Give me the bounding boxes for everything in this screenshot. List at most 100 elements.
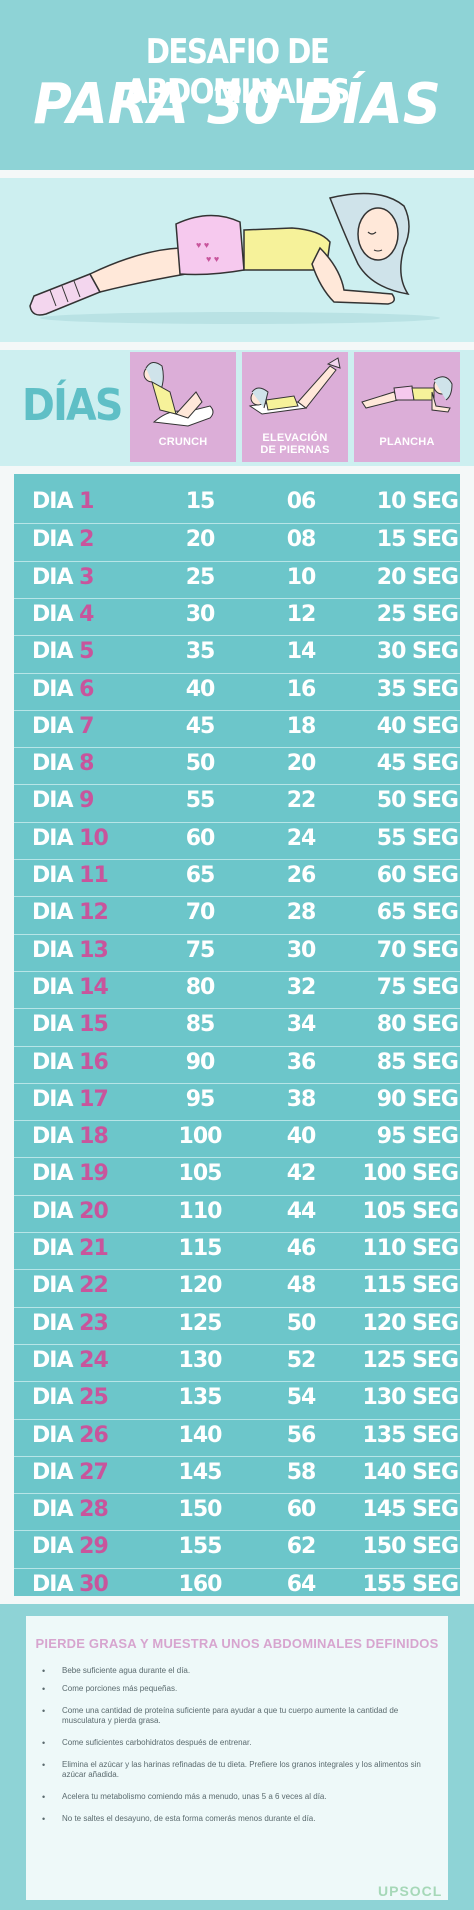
tips-card: PIERDE GRASA Y MUESTRA UNOS ABDOMINALES … <box>26 1616 448 1900</box>
brand-logo: UPSOCL <box>378 1883 443 1899</box>
day-prefix: DIA <box>32 601 73 627</box>
plank-duration: 75 SEG <box>376 974 459 1000</box>
crunch-count: 70 <box>185 900 216 926</box>
plank-duration: 120 SEG <box>362 1310 459 1336</box>
plank-duration: 55 SEG <box>376 825 459 851</box>
day-prefix: DIA <box>32 1273 73 1299</box>
plank-duration: 35 SEG <box>376 676 459 702</box>
title-banner: DESAFIO DE ABDOMINALES PARA 30 DÍAS <box>0 0 474 170</box>
leg-raise-count: 48 <box>286 1273 317 1299</box>
day-number: 27 <box>79 1459 109 1485</box>
crunch-count: 30 <box>185 601 216 627</box>
crunch-count: 155 <box>178 1534 223 1560</box>
table-row: DIA 17 95 38 90 SEG <box>14 1082 460 1115</box>
plank-duration: 50 SEG <box>376 788 459 814</box>
leg-raise-count: 58 <box>286 1459 317 1485</box>
day-prefix: DIA <box>32 1385 73 1411</box>
day-cell: DIA 29 <box>32 1534 109 1560</box>
leg-raise-count: 60 <box>286 1497 317 1523</box>
plank-duration: 130 SEG <box>362 1385 459 1411</box>
day-prefix: DIA <box>32 1198 73 1224</box>
leg-raise-count: 16 <box>286 676 317 702</box>
table-row: DIA 16 90 36 85 SEG <box>14 1045 460 1078</box>
crunch-count: 90 <box>185 1049 216 1075</box>
plank-duration: 80 SEG <box>376 1012 459 1038</box>
plank-duration: 85 SEG <box>376 1049 459 1075</box>
leg-raise-header: ELEVACIÓN DE PIERNAS <box>242 352 348 462</box>
tip-item: Come porciones más pequeñas. <box>62 1684 178 1693</box>
day-cell: DIA 13 <box>32 938 109 964</box>
day-number: 5 <box>79 639 94 665</box>
crunch-count: 95 <box>185 1086 216 1112</box>
table-row: DIA 11 65 26 60 SEG <box>14 859 460 891</box>
table-row: DIA 15 85 34 80 SEG <box>14 1008 460 1040</box>
leg-raise-count: 62 <box>286 1534 317 1560</box>
day-prefix: DIA <box>32 751 73 777</box>
tip-bullet: • <box>42 1814 46 1824</box>
day-cell: DIA 30 <box>32 1572 109 1598</box>
leg-raise-count: 22 <box>286 788 317 814</box>
table-row: DIA 25 135 54 130 SEG <box>14 1381 460 1413</box>
day-prefix: DIA <box>32 713 73 739</box>
day-cell: DIA 15 <box>32 1012 109 1038</box>
day-cell: DIA 6 <box>32 677 94 703</box>
day-cell: DIA 28 <box>32 1497 109 1523</box>
leg-raise-count: 50 <box>286 1310 317 1336</box>
leg-raise-count: 40 <box>286 1124 317 1150</box>
leg-raise-count: 30 <box>286 937 317 963</box>
table-row: DIA 22 120 48 115 SEG <box>14 1269 460 1301</box>
plank-duration: 95 SEG <box>376 1124 459 1150</box>
plank-duration: 70 SEG <box>376 937 459 963</box>
day-cell: DIA 26 <box>32 1422 109 1449</box>
day-number: 29 <box>79 1534 109 1560</box>
crunch-count: 130 <box>178 1347 223 1373</box>
challenge-table: DIA 1 15 06 10 SEG DIA 2 20 08 15 SEG DIA 3 25 10 2… <box>14 474 460 1598</box>
day-cell: DIA 18 <box>32 1124 109 1150</box>
plank-label: PLANCHA <box>379 436 435 448</box>
crunch-count: 40 <box>185 676 216 702</box>
crunch-count: 150 <box>178 1497 223 1523</box>
crunch-count: 110 <box>178 1198 223 1224</box>
plank-header: PLANCHA <box>354 352 460 462</box>
leg-raise-count: 34 <box>286 1012 317 1038</box>
day-prefix: DIA <box>32 863 73 888</box>
days-column-header: DÍAS <box>22 380 123 431</box>
leg-raise-count: 54 <box>286 1385 317 1411</box>
crunch-count: 125 <box>178 1310 223 1336</box>
table-row: DIA 8 50 20 45 SEG <box>14 747 460 779</box>
table-row: DIA 4 30 12 25 SEG <box>14 597 460 630</box>
table-row: DIA 7 45 18 40 SEG <box>14 709 460 742</box>
crunch-count: 55 <box>185 788 216 814</box>
plank-duration: 135 SEG <box>362 1422 459 1448</box>
tip-item: Come una cantidad de proteína suficiente… <box>62 1706 399 1725</box>
day-cell: DIA 3 <box>32 564 94 591</box>
day-number: 19 <box>79 1161 109 1187</box>
day-prefix: DIA <box>32 1534 73 1560</box>
day-number: 11 <box>79 863 109 888</box>
tip-bullet: • <box>42 1706 46 1716</box>
crunch-count: 45 <box>185 713 216 739</box>
day-prefix: DIA <box>32 1012 73 1038</box>
day-number: 7 <box>79 713 94 739</box>
crunch-count: 115 <box>178 1236 223 1261</box>
day-number: 17 <box>79 1086 109 1112</box>
crunch-count: 35 <box>185 639 216 665</box>
day-prefix: DIA <box>32 825 73 851</box>
day-prefix: DIA <box>32 1422 73 1448</box>
day-prefix: DIA <box>32 489 73 514</box>
day-number: 3 <box>79 564 94 590</box>
leg-raise-count: 06 <box>286 489 317 514</box>
plank-duration: 155 SEG <box>362 1571 459 1597</box>
plank-duration: 65 SEG <box>376 900 459 926</box>
plank-duration: 30 SEG <box>376 639 459 665</box>
day-number: 22 <box>79 1273 109 1299</box>
leg-raise-count: 12 <box>286 601 317 627</box>
plank-duration: 90 SEG <box>376 1086 459 1112</box>
leg-raise-count: 38 <box>286 1086 317 1112</box>
day-cell: DIA 27 <box>32 1459 109 1486</box>
crunch-count: 140 <box>178 1422 223 1448</box>
tip-item: No te saltes el desayuno, de esta forma … <box>62 1814 316 1823</box>
day-cell: DIA 5 <box>32 639 94 665</box>
crunch-count: 145 <box>178 1459 223 1485</box>
day-cell: DIA 17 <box>32 1086 109 1113</box>
